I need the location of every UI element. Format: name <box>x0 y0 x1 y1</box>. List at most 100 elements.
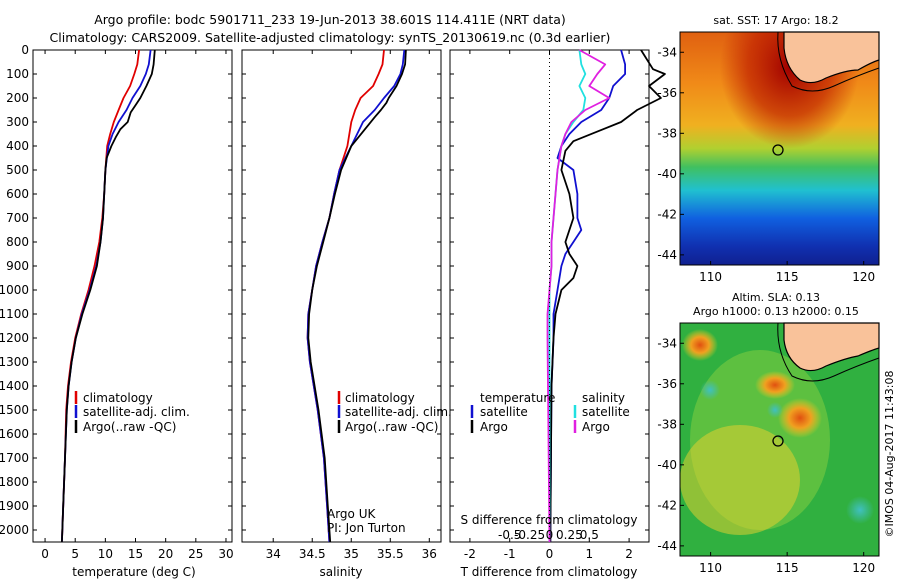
s-diff-tick-label: 0.5 <box>580 528 599 542</box>
s-diff-tick-label: 0.25 <box>556 528 583 542</box>
x-tick-label: 10 <box>98 547 113 561</box>
x-tick-label: 20 <box>158 547 173 561</box>
sla-cyan-eddy-3 <box>846 496 874 524</box>
depth-tick-label: 700 <box>6 211 29 225</box>
temperature-axis-label: temperature (deg C) <box>72 565 195 579</box>
x-tick-label: 34.5 <box>299 547 326 561</box>
depth-tick-label: 1600 <box>0 427 29 441</box>
depth-tick-label: 0 <box>21 43 29 57</box>
sst-map <box>679 31 880 266</box>
sst-coast-contour <box>777 31 880 92</box>
salinity-legend: climatology satellite-adj. clim. Argo(..… <box>337 391 452 434</box>
figure-title-line1: Argo profile: bodc 5901711_233 19-Jun-20… <box>94 12 566 27</box>
imos-credit: ©IMOS 04-Aug-2017 11:43:08 <box>883 371 896 538</box>
depth-tick-label: 800 <box>6 235 29 249</box>
depth-tick-label: 100 <box>6 67 29 81</box>
sla-map-title-line1: Altim. SLA: 0.13 <box>732 291 820 304</box>
sla-map <box>679 322 880 557</box>
sla-argo-location-marker <box>772 435 784 447</box>
lat-tick-label: -36 <box>657 377 677 391</box>
x-tick-label: 30 <box>218 547 233 561</box>
s-diff-tick-label: -0.5 <box>498 528 521 542</box>
s-difference-axis-label: S difference from climatology <box>461 513 638 527</box>
series-line-argo-raw-qc- <box>61 49 156 543</box>
temperature-panel-frame <box>32 49 233 543</box>
sla-australia-land <box>783 322 880 372</box>
depth-tick-label: 1000 <box>0 283 29 297</box>
depth-tick-label: 1100 <box>0 307 29 321</box>
lat-tick-label: -40 <box>657 458 677 472</box>
depth-axis: 0 100 200 300 400 500 600 700 800 900 1000 1100 1200… <box>0 43 649 537</box>
salinity-axis-label: salinity <box>319 565 362 579</box>
legend-t-argo-label: Argo <box>480 420 508 434</box>
sst-map-axes: -34 -36 -38 -40 -42 -44 110 115 120 <box>657 45 875 284</box>
lat-tick-label: -38 <box>657 417 677 431</box>
sla-cyan-eddy-2 <box>767 402 783 418</box>
sla-warm-eddy-1 <box>755 371 795 399</box>
lat-tick-label: -42 <box>657 207 677 221</box>
x-tick-label: 5 <box>71 547 79 561</box>
x-tick-label: 34 <box>266 547 281 561</box>
sla-map-title-line2: Argo h1000: 0.13 h2000: 0.15 <box>693 305 859 318</box>
depth-tick-label: 900 <box>6 259 29 273</box>
x-tick-label: 35 <box>344 547 359 561</box>
lon-tick-label: 110 <box>699 270 722 284</box>
lat-tick-label: -42 <box>657 498 677 512</box>
legend-satellite-label: satellite-adj. clim. <box>345 405 452 419</box>
depth-tick-label: 1500 <box>0 403 29 417</box>
x-tick-label: 35.5 <box>377 547 404 561</box>
legend-salinity-header: salinity <box>582 391 625 405</box>
depth-tick-label: 300 <box>6 115 29 129</box>
legend-argo-label: Argo(..raw -QC) <box>83 420 176 434</box>
x-tick-label: 0 <box>546 547 554 561</box>
depth-tick-label: 200 <box>6 91 29 105</box>
salinity-plot: 34 34.5 35 35.5 36 <box>266 49 437 561</box>
lat-tick-label: -34 <box>657 336 677 350</box>
x-tick-label: 2 <box>625 547 633 561</box>
t-difference-axis-label: T difference from climatology <box>460 565 638 579</box>
lat-tick-label: -44 <box>657 248 677 262</box>
x-tick-label: 1 <box>585 547 593 561</box>
lon-tick-label: 120 <box>852 561 875 575</box>
difference-legend: temperature salinity satellite Argo sate… <box>470 391 630 434</box>
series-line-argo-raw-qc- <box>307 49 407 543</box>
salinity-panel-frame <box>241 49 442 543</box>
sla-warm-eddy-3 <box>682 329 718 361</box>
legend-argo-label: Argo(..raw -QC) <box>345 420 438 434</box>
legend-t-satellite-label: satellite <box>480 405 528 419</box>
series-line-climatology <box>306 49 385 543</box>
x-tick-label: 36 <box>422 547 437 561</box>
s-diff-tick-label: -0.25 <box>514 528 545 542</box>
lon-tick-label: 115 <box>776 270 799 284</box>
lat-tick-label: -36 <box>657 86 677 100</box>
sla-cyan-eddy-1 <box>700 380 720 400</box>
legend-s-satellite-label: satellite <box>582 405 630 419</box>
sst-australia-land <box>783 31 880 84</box>
pi-label: PI: Jon Turton <box>327 521 406 535</box>
sst-argo-location-marker <box>772 144 784 156</box>
lat-tick-label: -40 <box>657 167 677 181</box>
x-tick-label: 25 <box>188 547 203 561</box>
sla-map-frame <box>679 322 880 557</box>
temperature-plot: 0 5 10 15 20 25 30 <box>41 49 234 561</box>
legend-climatology-label: climatology <box>83 391 153 405</box>
sla-warm-eddy-2 <box>778 398 822 438</box>
depth-tick-label: 1800 <box>0 475 29 489</box>
depth-tick-label: 1200 <box>0 331 29 345</box>
x-tick-label: 15 <box>128 547 143 561</box>
lon-tick-label: 115 <box>776 561 799 575</box>
x-tick-label: -1 <box>504 547 516 561</box>
lat-tick-label: -44 <box>657 539 677 553</box>
sla-coast-contour <box>777 322 880 382</box>
lon-tick-label: 120 <box>852 270 875 284</box>
institution-label: Argo UK <box>327 507 376 521</box>
series-line-climatology <box>61 49 140 543</box>
series-line-satellite-adj-clim- <box>61 49 152 543</box>
temperature-legend: climatology satellite-adj. clim. Argo(..… <box>74 391 190 434</box>
depth-tick-label: 1300 <box>0 355 29 369</box>
legend-s-argo-label: Argo <box>582 420 610 434</box>
s-diff-tick-label: 0 <box>546 528 554 542</box>
difference-plot: -2 -1 0 1 2 <box>464 49 666 561</box>
series-line-satellite-adj-clim- <box>306 49 406 543</box>
